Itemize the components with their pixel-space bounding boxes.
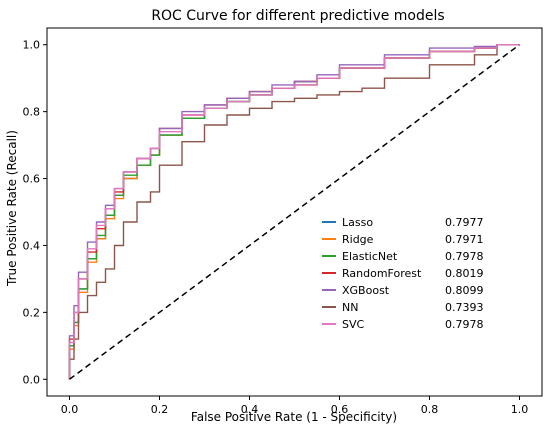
legend-auc: 0.7978 (445, 250, 484, 263)
legend-label: ElasticNet (342, 250, 398, 263)
legend-label: Lasso (342, 216, 373, 229)
x-axis: 0.0 0.2 0.4 0.6 0.8 1.0 (61, 396, 529, 416)
x-tick-label: 0.2 (151, 403, 169, 416)
legend-entry-randomforest: RandomForest 0.8019 (322, 267, 484, 280)
legend-entry-elasticnet: ElasticNet 0.7978 (322, 250, 484, 263)
y-tick-label: 0.2 (23, 306, 41, 319)
legend-auc: 0.8019 (445, 267, 484, 280)
y-axis-label: True Positive Rate (Recall) (5, 130, 19, 287)
y-tick-label: 0.6 (23, 173, 41, 186)
x-tick-label: 0.6 (331, 403, 349, 416)
legend-entry-svc: SVC 0.7978 (322, 318, 484, 331)
legend-label: XGBoost (342, 284, 390, 297)
plot-area (68, 44, 520, 380)
legend-entry-lasso: Lasso 0.7977 (322, 216, 484, 229)
series-line-svc (68, 44, 520, 380)
x-tick-label: 0.0 (61, 403, 79, 416)
legend-auc: 0.7971 (445, 233, 484, 246)
legend-auc: 0.8099 (445, 284, 484, 297)
legend-entry-ridge: Ridge 0.7971 (322, 233, 484, 246)
x-tick-label: 0.8 (421, 403, 439, 416)
chart-title: ROC Curve for different predictive model… (151, 8, 444, 24)
plot-frame (46, 27, 543, 397)
y-tick-label: 0.0 (23, 373, 41, 386)
legend-label: RandomForest (342, 267, 422, 280)
legend-label: Ridge (342, 233, 374, 246)
y-tick-label: 1.0 (23, 39, 41, 52)
legend: Lasso 0.7977 Ridge 0.7971 ElasticNet 0.7978 Ra… (322, 216, 484, 331)
y-axis: 0.0 0.2 0.4 0.6 0.8 1.0 (23, 39, 47, 386)
legend-entry-nn: NN 0.7393 (322, 301, 484, 314)
y-tick-label: 0.4 (23, 239, 41, 252)
legend-label: NN (342, 301, 358, 314)
legend-label: SVC (342, 318, 365, 331)
series-line-nn (68, 44, 520, 380)
x-axis-label: False Positive Rate (1 - Specificity) (191, 410, 397, 424)
y-tick-label: 0.8 (23, 106, 41, 119)
legend-auc: 0.7977 (445, 216, 484, 229)
x-tick-label: 0.4 (241, 403, 259, 416)
legend-auc: 0.7978 (445, 318, 484, 331)
x-tick-label: 1.0 (511, 403, 529, 416)
legend-entry-xgboost: XGBoost 0.8099 (322, 284, 484, 297)
chance-diagonal (69, 44, 520, 380)
legend-auc: 0.7393 (445, 301, 484, 314)
